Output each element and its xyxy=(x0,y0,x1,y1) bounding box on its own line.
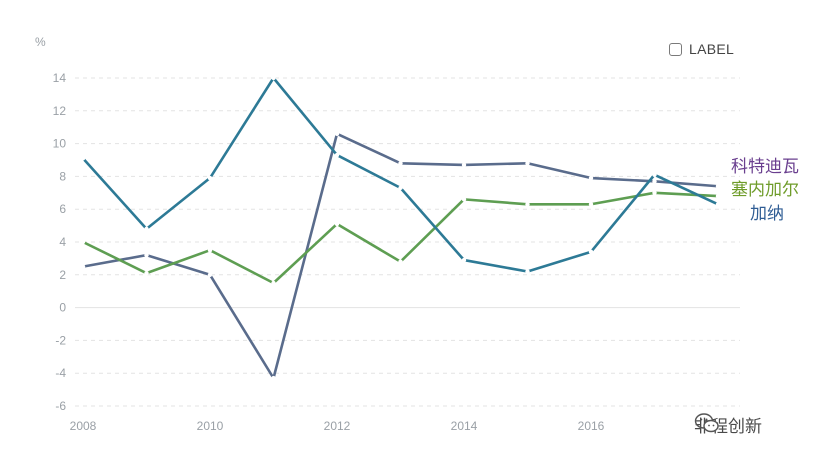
legend-checkbox[interactable] xyxy=(669,42,682,56)
grid-lines xyxy=(75,77,740,407)
legend-toggle[interactable]: LABEL xyxy=(669,41,734,57)
x-tick-label: 2008 xyxy=(70,419,97,433)
data-point xyxy=(588,202,594,207)
series-1 xyxy=(80,131,721,381)
data-point xyxy=(588,175,594,181)
y-tick-label: -6 xyxy=(55,399,66,413)
data-point xyxy=(525,161,530,166)
data-point xyxy=(207,248,213,253)
data-point xyxy=(271,375,276,381)
y-tick-label: -2 xyxy=(55,333,66,347)
series-label: 加纳 xyxy=(750,204,784,224)
y-tick-label: 6 xyxy=(59,202,66,216)
data-point xyxy=(398,185,403,191)
x-axis-ticks: 2008 2010 2012 2014 2016 xyxy=(70,419,605,433)
data-point xyxy=(652,179,657,184)
y-tick-label: 2 xyxy=(59,268,66,282)
data-point xyxy=(144,252,149,258)
y-tick-label: 10 xyxy=(53,137,67,151)
x-tick-label: 2012 xyxy=(324,419,351,433)
y-tick-label: 0 xyxy=(59,301,66,315)
data-point xyxy=(144,270,149,276)
data-point xyxy=(461,257,467,263)
y-tick-label: -4 xyxy=(55,366,66,380)
data-point xyxy=(80,156,86,161)
x-tick-label: 2014 xyxy=(451,419,478,433)
data-point xyxy=(334,131,340,136)
wechat-icon xyxy=(694,413,719,433)
data-point xyxy=(715,184,721,189)
data-point xyxy=(461,197,467,202)
y-tick-label: 12 xyxy=(53,104,67,118)
data-point xyxy=(652,190,657,195)
data-point xyxy=(271,75,276,81)
x-tick-label: 2010 xyxy=(197,419,224,433)
data-point xyxy=(398,259,403,264)
data-point xyxy=(525,202,530,207)
x-tick-label: 2016 xyxy=(578,419,605,433)
series-line xyxy=(81,191,720,285)
series-3 xyxy=(80,75,721,274)
data-point xyxy=(271,280,276,286)
legend-label: LABEL xyxy=(689,41,735,57)
series-label: 科特迪瓦 xyxy=(731,157,799,177)
data-point xyxy=(144,226,149,232)
y-tick-label: 14 xyxy=(53,71,67,85)
data-point xyxy=(80,239,86,245)
data-point xyxy=(334,221,340,227)
y-axis-unit: % xyxy=(35,35,46,49)
data-point xyxy=(652,172,657,177)
data-point xyxy=(715,202,721,207)
data-point xyxy=(398,161,403,166)
y-tick-label: 8 xyxy=(59,169,66,183)
watermark: 非程创新 xyxy=(694,412,762,437)
data-point xyxy=(461,162,467,168)
series-2 xyxy=(80,190,721,286)
series-line xyxy=(81,132,720,380)
data-point xyxy=(525,269,530,274)
data-point xyxy=(207,272,213,277)
data-point xyxy=(80,264,86,269)
data-point xyxy=(207,175,213,181)
series-label: 塞内加尔 xyxy=(731,180,799,200)
data-point xyxy=(588,249,594,255)
data-point xyxy=(334,152,340,158)
series-lines xyxy=(80,75,721,381)
data-point xyxy=(715,193,721,199)
y-tick-label: 4 xyxy=(59,235,66,249)
y-axis-ticks: 14 12 10 8 6 4 2 0 -2 -4 -6 xyxy=(53,71,67,413)
